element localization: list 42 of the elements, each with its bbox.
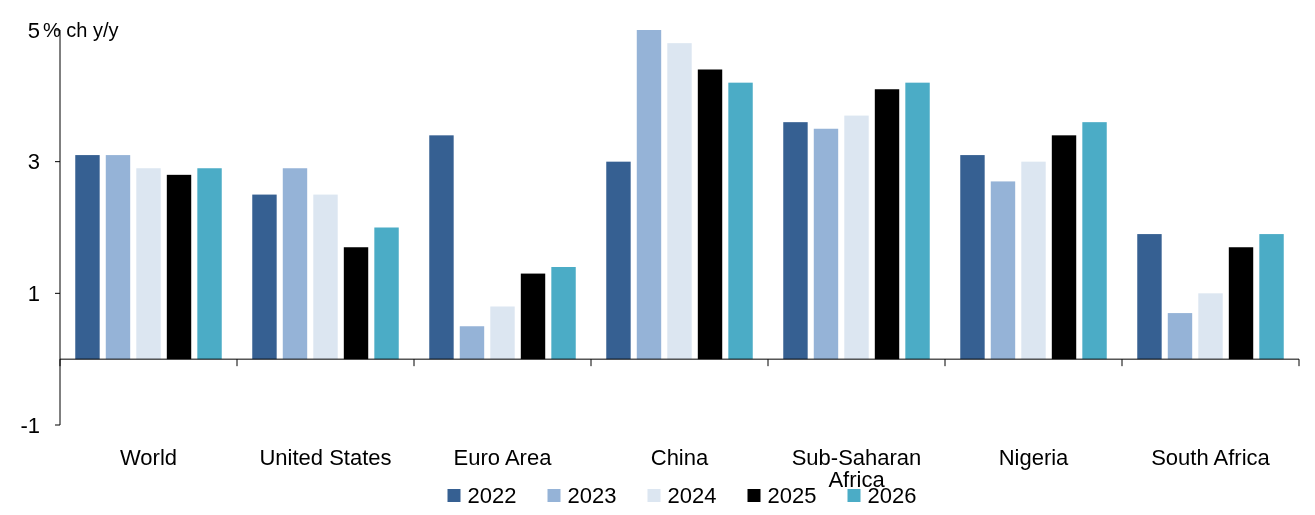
y-tick-label: 5 (27, 17, 40, 43)
bar (429, 135, 454, 360)
y-tick-label: -1 (20, 412, 40, 438)
bar (813, 128, 839, 360)
bar (459, 326, 485, 360)
bar (136, 168, 161, 360)
bar (282, 168, 308, 360)
bar (313, 194, 338, 360)
legend-label: 2022 (467, 483, 517, 508)
bar (1167, 313, 1193, 360)
legend-label: 2023 (567, 483, 617, 508)
bar (1021, 161, 1046, 360)
bar (728, 82, 753, 360)
legend-label: 2024 (667, 483, 717, 508)
bar (1137, 234, 1162, 360)
bar (667, 43, 692, 360)
x-tick-label: South Africa (1151, 445, 1271, 470)
bar (197, 168, 222, 360)
bar (960, 155, 985, 360)
x-tick-label: Nigeria (998, 445, 1070, 470)
bar (1259, 234, 1284, 360)
y-tick-label: 3 (27, 149, 40, 175)
y-tick-label: 1 (27, 281, 40, 307)
x-tick-label: United States (259, 445, 392, 470)
bar (606, 161, 631, 360)
bar (551, 267, 576, 360)
bar (105, 155, 131, 360)
bar (1198, 293, 1223, 360)
x-tick-label: World (119, 445, 178, 470)
bar (636, 30, 662, 360)
bar (844, 115, 869, 360)
x-tick-label: Euro Area (453, 445, 553, 470)
bar (990, 181, 1016, 360)
x-tick-label: China (650, 445, 709, 470)
bar (1082, 122, 1107, 360)
bar (905, 82, 930, 360)
bar (783, 122, 808, 360)
bar (374, 227, 399, 360)
bar (75, 155, 100, 360)
bar (252, 194, 277, 360)
bar (490, 306, 515, 360)
y-axis-title: % ch y/y (43, 19, 119, 41)
